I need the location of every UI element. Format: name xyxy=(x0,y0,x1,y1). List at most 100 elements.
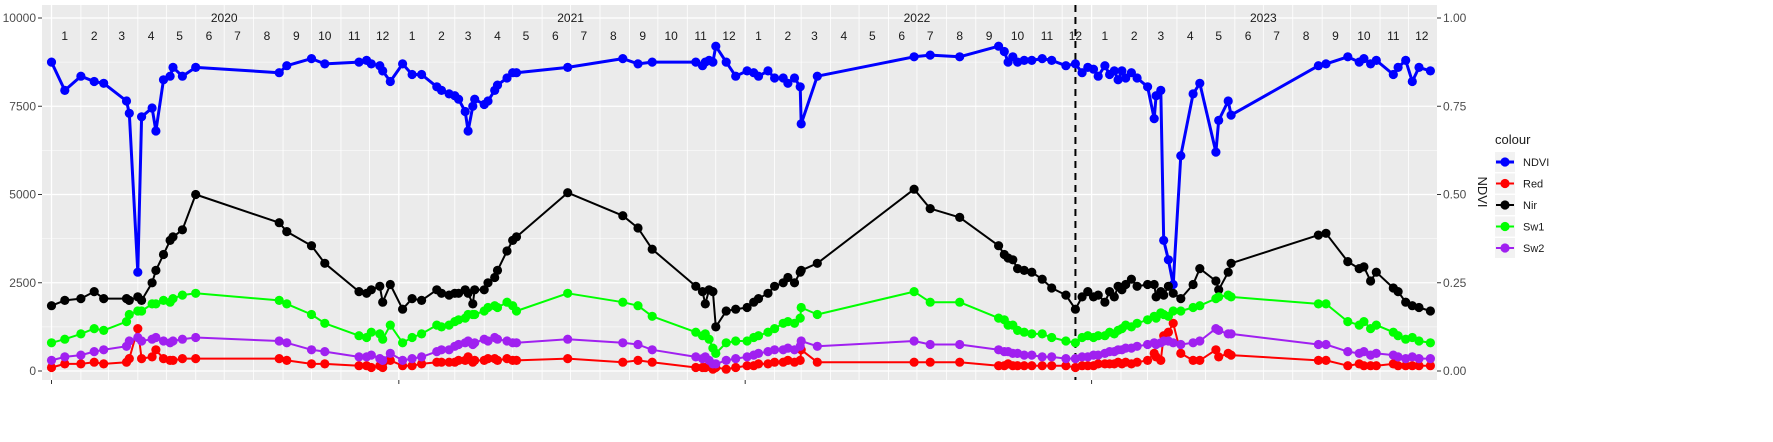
nir-point xyxy=(502,246,512,256)
ndvi-point xyxy=(1061,61,1071,71)
red-point xyxy=(306,359,317,369)
nir-point xyxy=(151,265,161,275)
month-labels: 1 2 3 4 5 6 7 8 9 10 11 12 1 2 3 4 5 6 7 8 9 10 11 12 1 2 3 4 5 6 7 8 9 1… xyxy=(61,29,1428,43)
ndvi-point xyxy=(1393,62,1403,72)
sw1-point xyxy=(753,331,764,341)
ndvi-point xyxy=(925,50,935,60)
year-label: 2020 xyxy=(211,11,238,25)
sw1-point xyxy=(1414,336,1424,346)
red-point xyxy=(124,354,134,364)
nir-point xyxy=(1176,294,1186,304)
sw1-point xyxy=(177,290,187,300)
ndvi-point xyxy=(306,54,317,64)
red-point xyxy=(1168,318,1178,328)
nir-point xyxy=(1132,281,1142,291)
ndvi-point xyxy=(274,68,284,78)
ndvi-point xyxy=(1019,55,1029,65)
month-label: 9 xyxy=(293,29,300,43)
nir-point xyxy=(76,294,86,304)
ndvi-point xyxy=(1425,66,1435,76)
nir-point xyxy=(647,244,657,254)
legend-item-sw2: Sw2 xyxy=(1495,238,1544,258)
ndvi-point xyxy=(407,69,417,80)
sw1-point xyxy=(366,327,376,337)
ndvi-point xyxy=(124,108,134,118)
month-label: 12 xyxy=(1415,29,1429,43)
sw2-point xyxy=(46,355,57,365)
ndvi-point xyxy=(60,85,70,95)
ndvi-point xyxy=(460,106,470,117)
red-point xyxy=(925,357,935,367)
red-point xyxy=(1047,361,1057,371)
sw1-point xyxy=(1037,329,1047,339)
red-point xyxy=(378,362,388,373)
year-label: 2023 xyxy=(1250,11,1277,25)
sw1-point xyxy=(1070,338,1080,348)
legend-label: Nir xyxy=(1523,200,1537,212)
month-label: 11 xyxy=(694,29,707,43)
month-label: 8 xyxy=(1303,29,1310,43)
ndvi-point xyxy=(1143,82,1153,92)
ndvi-point xyxy=(121,96,132,106)
month-label: 1 xyxy=(1102,29,1109,43)
month-label: 6 xyxy=(898,29,905,43)
x-axis xyxy=(50,380,1093,384)
sw1-point xyxy=(795,313,805,323)
month-label: 10 xyxy=(318,29,332,43)
sw1-point xyxy=(407,332,417,343)
y2-tick-label: 1.00 xyxy=(1443,11,1467,25)
month-label: 7 xyxy=(581,29,588,43)
sw2-point xyxy=(1393,352,1403,362)
ndvi-point xyxy=(721,57,731,67)
sw1-point xyxy=(1371,320,1381,330)
sw1-point xyxy=(563,288,573,298)
ndvi-point xyxy=(417,69,427,80)
ndvi-point xyxy=(909,52,919,62)
red-point xyxy=(492,355,503,365)
sw2-point xyxy=(909,336,919,346)
nir-point xyxy=(1343,257,1353,267)
nir-point xyxy=(691,281,701,291)
ndvi-point xyxy=(470,94,480,104)
ndvi-point xyxy=(1113,75,1123,85)
nir-point xyxy=(124,295,134,305)
series-red xyxy=(46,318,1435,374)
nir-point xyxy=(721,306,731,316)
ndvi-point xyxy=(378,66,388,76)
sw1-point xyxy=(1168,306,1178,316)
red-point xyxy=(1214,352,1224,362)
red-point xyxy=(366,362,376,373)
nir-point xyxy=(168,232,178,242)
sw1-point xyxy=(398,338,408,348)
month-label: 2 xyxy=(785,29,792,43)
nir-point xyxy=(1214,285,1224,295)
red-point xyxy=(1407,361,1417,371)
red-point xyxy=(1371,361,1381,371)
ndvi-point xyxy=(191,62,201,72)
month-label: 3 xyxy=(1158,29,1165,43)
sw1-point xyxy=(1321,299,1331,309)
ndvi-point xyxy=(618,54,628,64)
sw1-point xyxy=(1093,331,1103,341)
nir-point xyxy=(1100,297,1110,307)
ndvi-point xyxy=(796,119,806,129)
nir-point xyxy=(398,304,408,314)
red-point xyxy=(274,354,284,364)
sw2-point xyxy=(60,352,70,362)
nir-point xyxy=(1159,290,1169,300)
nir-point xyxy=(763,288,773,298)
sw1-point xyxy=(76,329,86,339)
sw2-point xyxy=(320,347,330,357)
sw1-point xyxy=(1214,292,1224,302)
red-point xyxy=(1132,357,1142,367)
red-point xyxy=(1226,350,1236,360)
ndvi-point xyxy=(1401,55,1411,65)
nir-point xyxy=(1366,276,1376,286)
nir-point xyxy=(89,287,99,297)
sw2-point xyxy=(274,336,284,346)
nir-point xyxy=(1371,267,1381,277)
sw2-point xyxy=(385,348,395,358)
sw1-point xyxy=(137,306,147,316)
ndvi-point xyxy=(1359,54,1369,64)
month-label: 2 xyxy=(1131,29,1138,43)
